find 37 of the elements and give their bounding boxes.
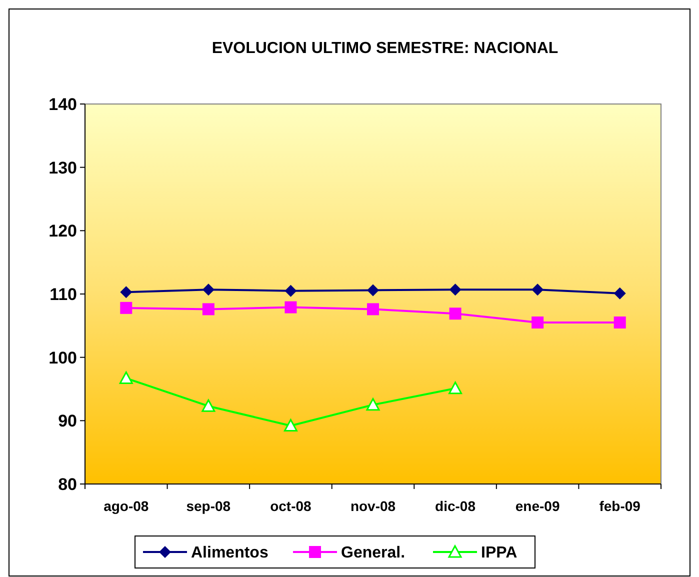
- x-tick-label: feb-09: [599, 498, 641, 514]
- x-tick-label: nov-08: [350, 498, 396, 514]
- y-tick-label: 130: [48, 158, 77, 178]
- point: [448, 382, 462, 394]
- point: [119, 371, 133, 384]
- legend-label: General.: [341, 544, 406, 562]
- y-tick-label: 110: [50, 284, 77, 304]
- point: [284, 284, 297, 297]
- x-tick-label: ene-09: [515, 498, 560, 514]
- legend-label: IPPA: [481, 544, 518, 562]
- point: [120, 302, 132, 314]
- x-tick-label: dic-08: [435, 498, 476, 514]
- point: [120, 286, 132, 298]
- point: [202, 284, 214, 296]
- y-tick-label: 100: [48, 348, 77, 368]
- point: [284, 301, 297, 314]
- point: [532, 316, 544, 328]
- point: [367, 303, 379, 316]
- point: [202, 399, 216, 412]
- point: [449, 284, 462, 296]
- chart-title: EVOLUCION ULTIMO SEMESTRE: NACIONAL: [212, 40, 558, 57]
- point: [366, 398, 380, 411]
- x-tick-label: ago-08: [104, 498, 149, 514]
- x-tick-label: oct-08: [270, 498, 312, 514]
- point: [614, 316, 626, 328]
- legend-label: Alimentos: [191, 544, 268, 562]
- x-tick-label: sep-08: [186, 498, 231, 514]
- point: [532, 284, 544, 296]
- point: [284, 418, 298, 432]
- y-tick-label: 90: [58, 412, 77, 431]
- y-tick-label: 140: [48, 94, 77, 114]
- point: [367, 284, 379, 296]
- point: [449, 308, 462, 320]
- point: [614, 287, 626, 300]
- y-tick-label: 120: [48, 222, 77, 241]
- y-tick-label: 80: [58, 474, 77, 494]
- point: [202, 303, 214, 316]
